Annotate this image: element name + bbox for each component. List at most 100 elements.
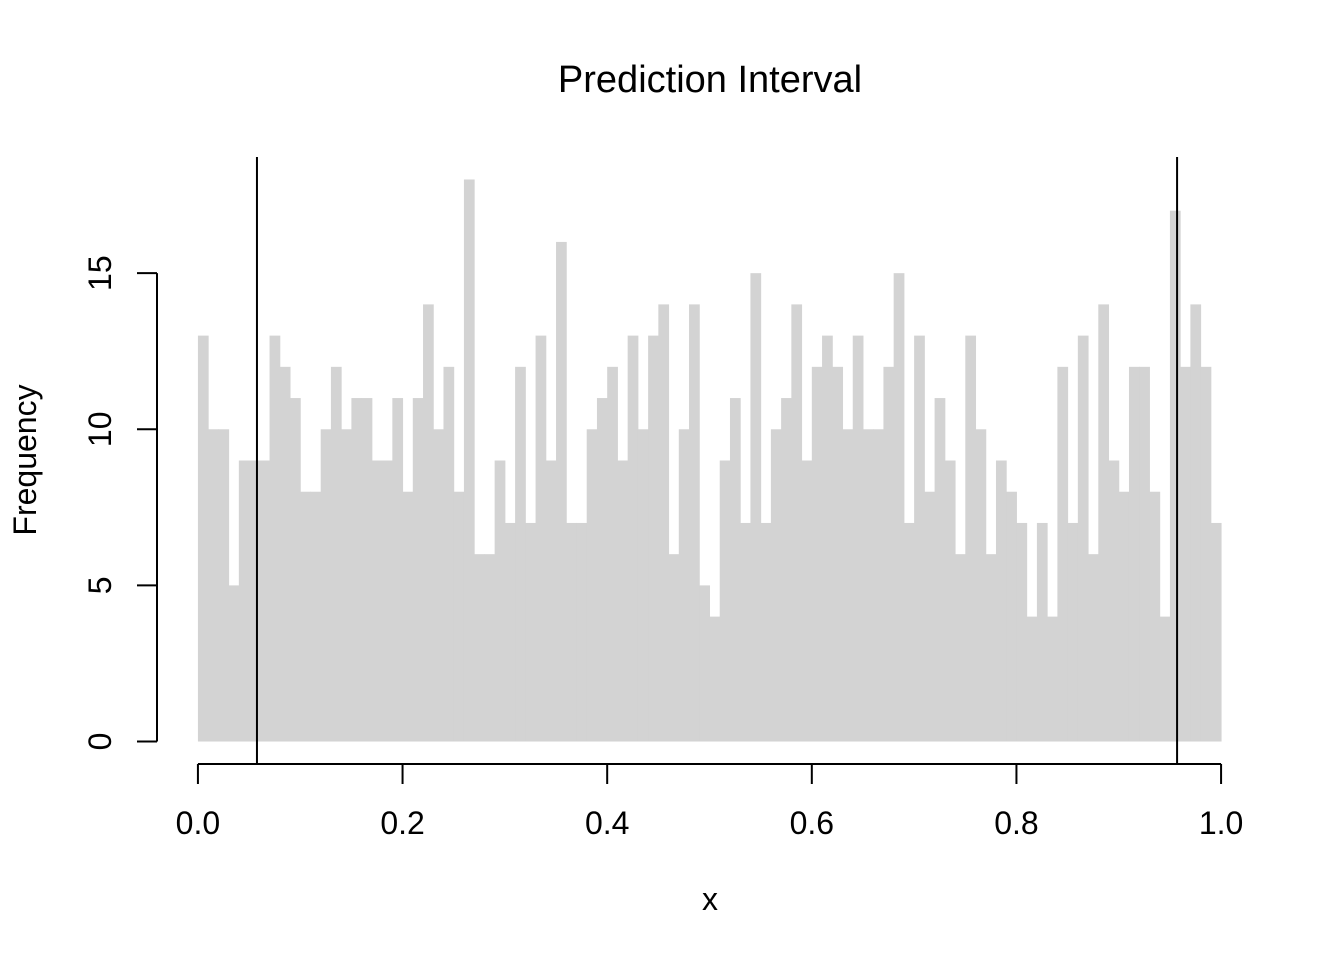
- bar: [208, 429, 219, 742]
- bar: [658, 304, 670, 742]
- bar: [1026, 616, 1038, 742]
- bar: [852, 335, 864, 742]
- bar: [1190, 304, 1202, 742]
- bar: [341, 429, 352, 742]
- bar: [443, 366, 455, 742]
- bar: [586, 429, 598, 742]
- bar: [627, 335, 639, 742]
- bar: [515, 366, 526, 742]
- bar: [1210, 522, 1222, 742]
- bar: [719, 460, 731, 742]
- bar: [770, 429, 782, 742]
- bar: [504, 522, 516, 742]
- bar: [750, 273, 762, 742]
- bar: [832, 366, 844, 742]
- bar: [290, 398, 301, 742]
- bar: [791, 304, 803, 742]
- bar: [1118, 491, 1130, 742]
- bar: [699, 585, 710, 742]
- bar: [883, 366, 895, 742]
- bar: [596, 398, 608, 742]
- bar: [740, 522, 751, 742]
- bar: [556, 241, 567, 742]
- bar: [566, 522, 577, 742]
- bar: [453, 491, 465, 742]
- x-tick-label: 1.0: [1199, 805, 1243, 841]
- bar: [709, 616, 721, 742]
- bar: [955, 554, 966, 742]
- bar: [760, 522, 772, 742]
- bar: [310, 491, 322, 742]
- bar: [249, 460, 260, 742]
- bar: [822, 335, 833, 742]
- y-tick-label: 0: [82, 733, 118, 751]
- bar: [729, 398, 741, 742]
- bar: [1077, 335, 1089, 742]
- bar: [893, 273, 905, 742]
- bar: [494, 460, 506, 742]
- bar: [873, 429, 884, 742]
- bar: [1180, 366, 1191, 742]
- bar: [924, 491, 936, 742]
- bar: [474, 554, 485, 742]
- bar: [1098, 304, 1110, 742]
- bar: [689, 304, 700, 742]
- bar: [320, 429, 332, 742]
- bar: [811, 366, 823, 742]
- bar: [607, 366, 618, 742]
- bar: [648, 335, 659, 742]
- bar: [371, 460, 383, 742]
- bar: [269, 335, 281, 742]
- bar: [842, 429, 854, 742]
- bar: [545, 460, 557, 742]
- x-tick-label: 0.6: [790, 805, 834, 841]
- bar: [197, 335, 209, 742]
- bar: [781, 398, 792, 742]
- bar: [259, 460, 271, 742]
- bar: [1047, 616, 1058, 742]
- bar: [1149, 491, 1161, 742]
- y-tick-label: 15: [82, 255, 118, 291]
- bar: [1088, 554, 1099, 742]
- bar: [1057, 366, 1069, 742]
- bar: [535, 335, 547, 742]
- bar: [382, 460, 393, 742]
- bar: [330, 366, 342, 742]
- bar: [1108, 460, 1120, 742]
- bar: [914, 335, 925, 742]
- x-tick-label: 0.8: [994, 805, 1038, 841]
- bar: [1036, 522, 1048, 742]
- bar: [484, 554, 496, 742]
- bar: [995, 460, 1007, 742]
- bar: [238, 460, 250, 742]
- bar: [463, 179, 475, 742]
- x-tick-label: 0.0: [176, 805, 220, 841]
- bar: [903, 522, 915, 742]
- bar: [862, 429, 874, 742]
- chart-title: Prediction Interval: [558, 59, 862, 101]
- bar: [402, 491, 414, 742]
- bar: [361, 398, 373, 742]
- bar: [392, 398, 404, 742]
- bar: [985, 554, 997, 742]
- bar: [279, 366, 291, 742]
- bar: [965, 335, 977, 742]
- bar: [228, 585, 240, 742]
- bar: [637, 429, 649, 742]
- bar: [525, 522, 537, 742]
- bar: [1200, 366, 1212, 742]
- bar: [934, 398, 946, 742]
- bar: [351, 398, 363, 742]
- bar: [423, 304, 434, 742]
- bar: [1169, 210, 1181, 742]
- bar: [975, 429, 987, 742]
- bar: [944, 460, 956, 742]
- bar: [1016, 522, 1028, 742]
- x-axis-label: x: [702, 881, 718, 917]
- bar: [1159, 616, 1171, 742]
- bar: [218, 429, 230, 742]
- y-tick-label: 10: [82, 411, 118, 447]
- bar: [300, 491, 311, 742]
